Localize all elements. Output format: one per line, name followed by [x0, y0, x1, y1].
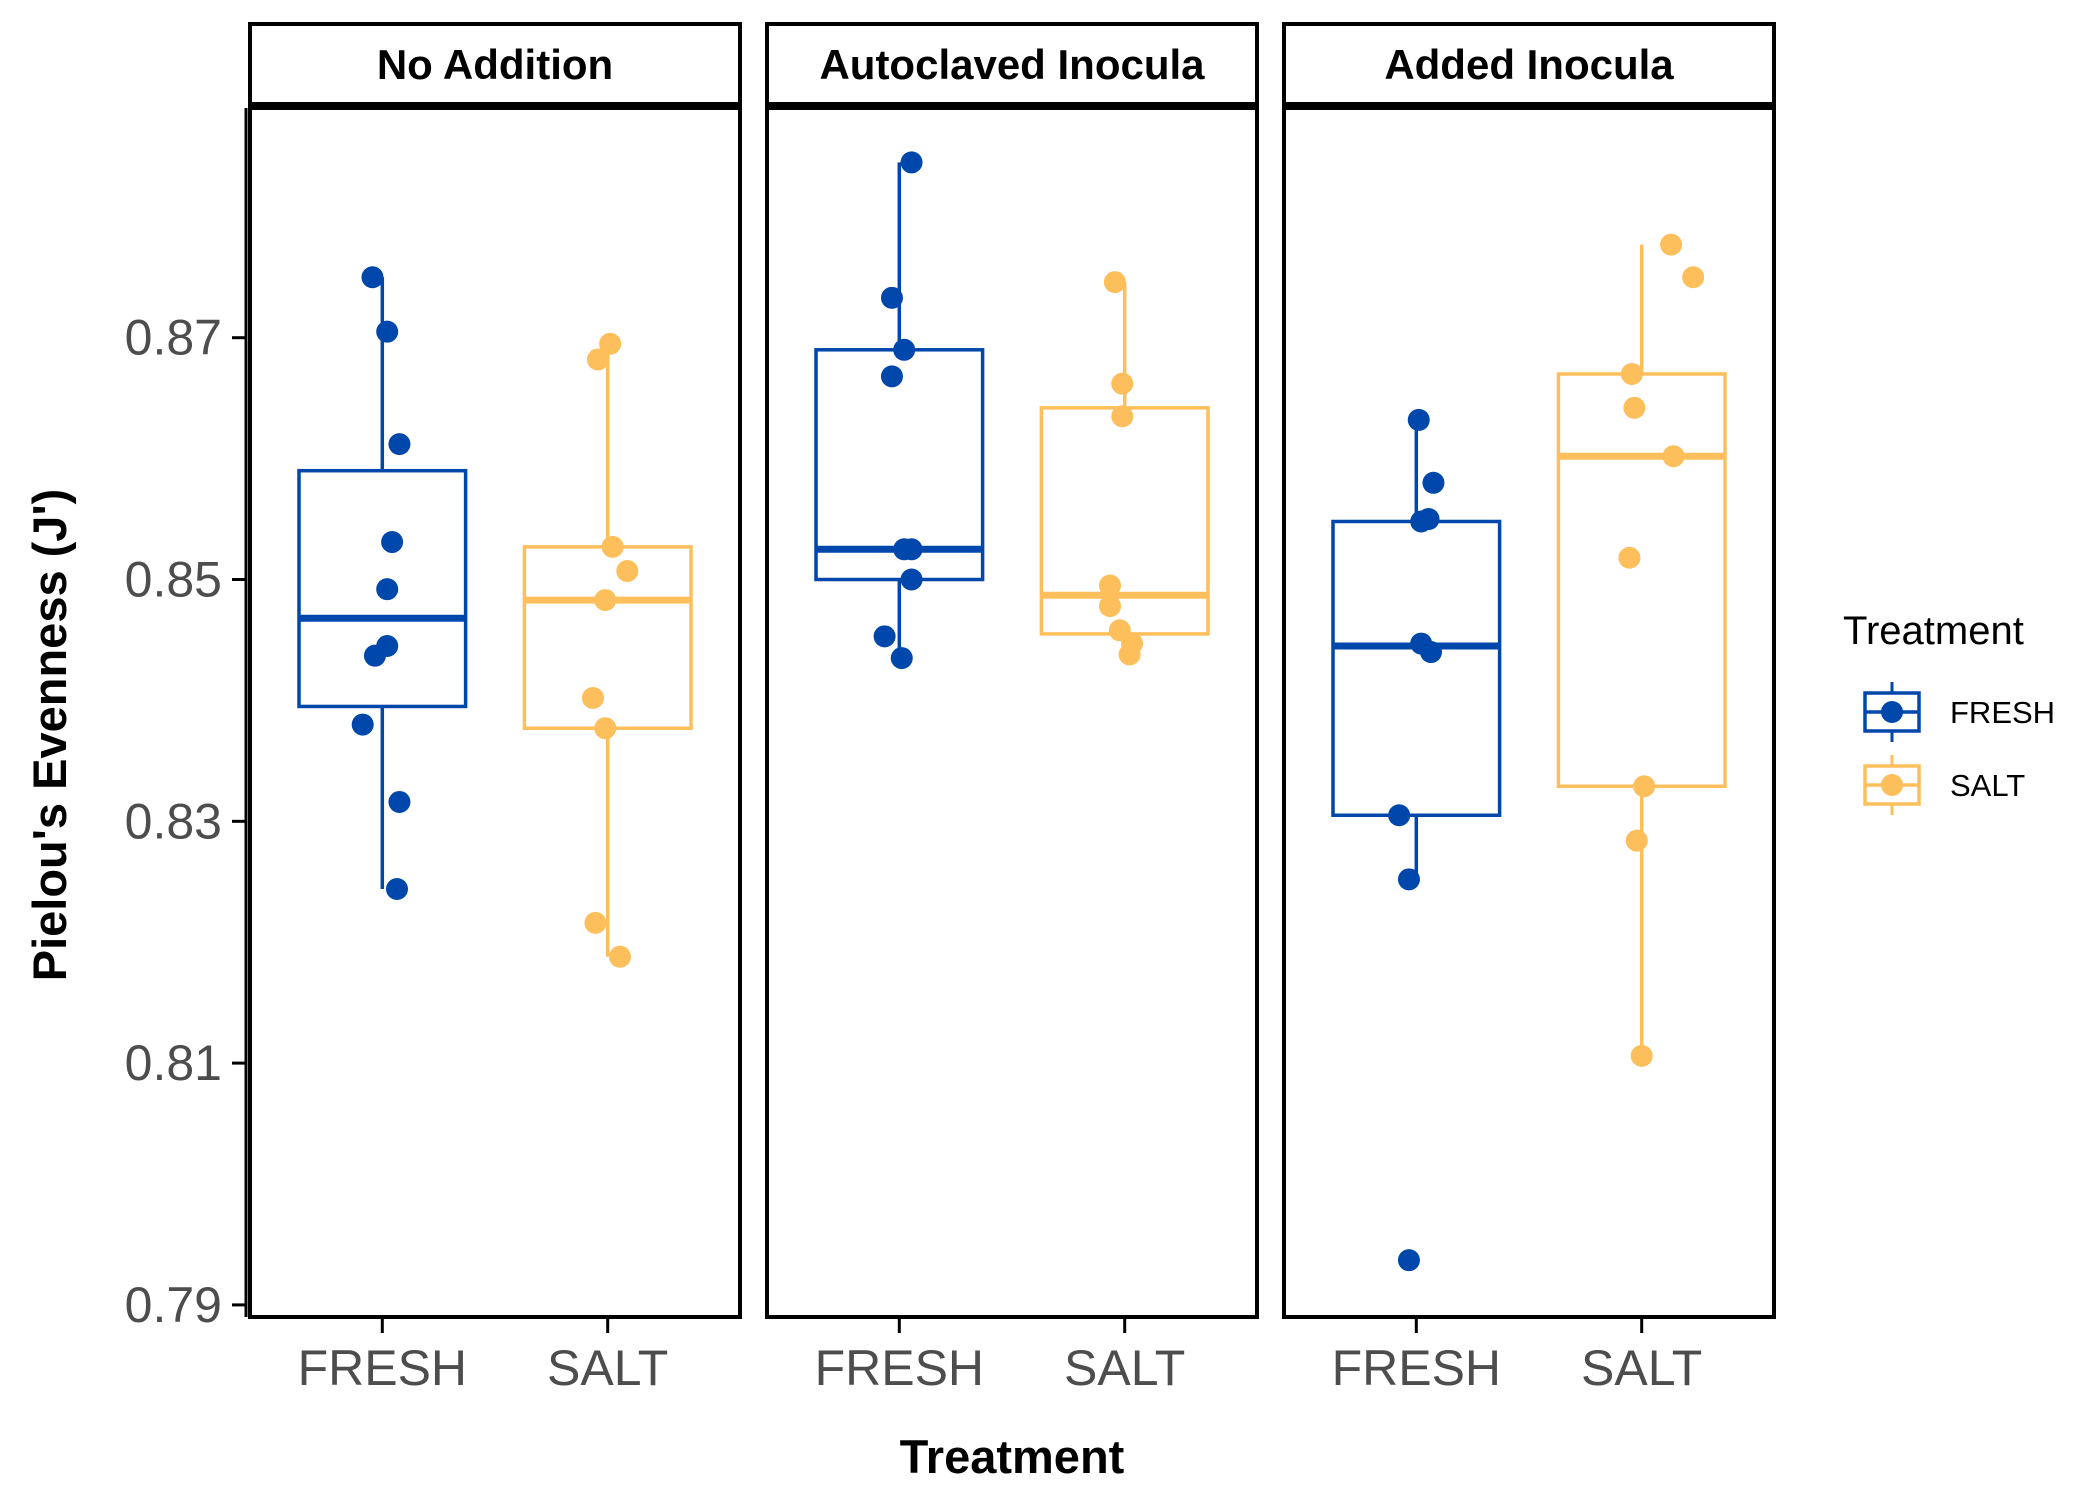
facet-panel: No Addition FRESH SALT	[248, 22, 742, 1396]
data-point	[599, 332, 622, 355]
data-point	[584, 911, 607, 934]
data-point	[386, 878, 408, 901]
data-point	[376, 320, 399, 343]
y-tick-label: 0.81	[125, 1035, 222, 1091]
data-point	[1618, 546, 1641, 569]
box-group-fresh	[297, 266, 468, 901]
y-tick-label: 0.85	[125, 552, 222, 608]
data-point	[1623, 396, 1646, 419]
panel-border	[765, 106, 1259, 1319]
data-point	[900, 538, 923, 561]
data-point	[1410, 510, 1433, 533]
x-tick-label: FRESH	[815, 1340, 984, 1396]
data-point	[873, 625, 896, 648]
facet-strip-title: Added Inocula	[1384, 41, 1674, 88]
box-group-salt	[1556, 233, 1727, 1067]
legend-title: Treatment	[1843, 609, 2024, 653]
facet-panels: No Addition FRESH SALT Autoclaved Inocula FR…	[248, 22, 1776, 1396]
data-point	[893, 338, 916, 361]
x-tick-label: SALT	[1581, 1340, 1702, 1396]
data-point	[608, 945, 631, 968]
data-point	[1111, 405, 1134, 428]
y-axis: 0.79 0.81 0.83 0.85 0.87	[125, 108, 248, 1333]
legend-key-point	[1881, 774, 1903, 796]
data-point	[586, 348, 609, 371]
data-point	[1660, 233, 1683, 256]
data-point	[381, 531, 404, 554]
data-point	[388, 433, 411, 456]
data-point	[890, 647, 913, 670]
y-tick-label: 0.79	[125, 1277, 222, 1333]
data-point	[601, 535, 624, 558]
x-tick-label: SALT	[547, 1340, 668, 1396]
legend-key-fresh	[1863, 682, 1921, 742]
facet-panel: Added Inocula FRESH SALT	[1282, 22, 1776, 1396]
data-point	[1682, 266, 1705, 289]
data-point	[616, 560, 639, 583]
x-tick-label: FRESH	[1332, 1340, 1501, 1396]
data-point	[1633, 775, 1656, 798]
facet-strip-title: No Addition	[377, 41, 613, 88]
legend: Treatment FRESH SALT	[1843, 609, 2055, 815]
box-group-fresh	[1331, 408, 1502, 1272]
data-point	[880, 365, 903, 388]
data-point	[1099, 574, 1121, 597]
data-point	[880, 286, 903, 309]
data-point	[1422, 471, 1445, 494]
data-point	[1662, 445, 1685, 468]
data-point	[900, 151, 923, 174]
data-point	[582, 686, 604, 709]
panel-border	[1282, 106, 1776, 1319]
data-point	[1118, 643, 1141, 666]
data-point	[1388, 804, 1411, 827]
facet-panel: Autoclaved Inocula FRESH SALT	[765, 22, 1259, 1396]
legend-key-salt	[1863, 755, 1921, 815]
data-point	[363, 644, 386, 667]
facet-strip	[1282, 22, 1776, 106]
x-tick-label: FRESH	[298, 1340, 467, 1396]
box-group-salt	[1039, 271, 1210, 666]
data-point	[1397, 868, 1420, 891]
facet-strip	[248, 22, 742, 106]
data-point	[1420, 641, 1442, 664]
data-point	[900, 568, 923, 591]
y-axis-title: Pielou's Evenness (J')	[23, 489, 76, 982]
data-point	[351, 713, 374, 736]
panel-border	[248, 106, 742, 1319]
y-tick-label: 0.87	[125, 310, 222, 366]
x-axis-title: Treatment	[900, 1430, 1125, 1483]
x-tick-label: SALT	[1064, 1340, 1185, 1396]
data-point	[1099, 595, 1121, 618]
box-group-fresh	[814, 151, 985, 670]
y-tick-label: 0.83	[125, 793, 222, 849]
data-point	[1397, 1249, 1420, 1272]
data-point	[361, 266, 384, 289]
data-point	[1111, 372, 1134, 395]
legend-label: SALT	[1950, 768, 2025, 803]
data-point	[1620, 362, 1643, 385]
data-point	[376, 578, 399, 601]
facet-strip	[765, 22, 1259, 106]
legend-key-point	[1881, 701, 1903, 723]
legend-label: FRESH	[1950, 695, 2055, 730]
data-point	[388, 790, 411, 813]
data-point	[1630, 1044, 1653, 1067]
data-point	[1103, 271, 1126, 294]
data-point	[594, 717, 617, 740]
facet-strip-title: Autoclaved Inocula	[819, 41, 1205, 88]
box-group-salt	[522, 332, 693, 968]
box	[297, 468, 468, 709]
data-point	[1625, 829, 1648, 852]
data-point	[594, 589, 617, 612]
data-point	[1407, 408, 1430, 431]
